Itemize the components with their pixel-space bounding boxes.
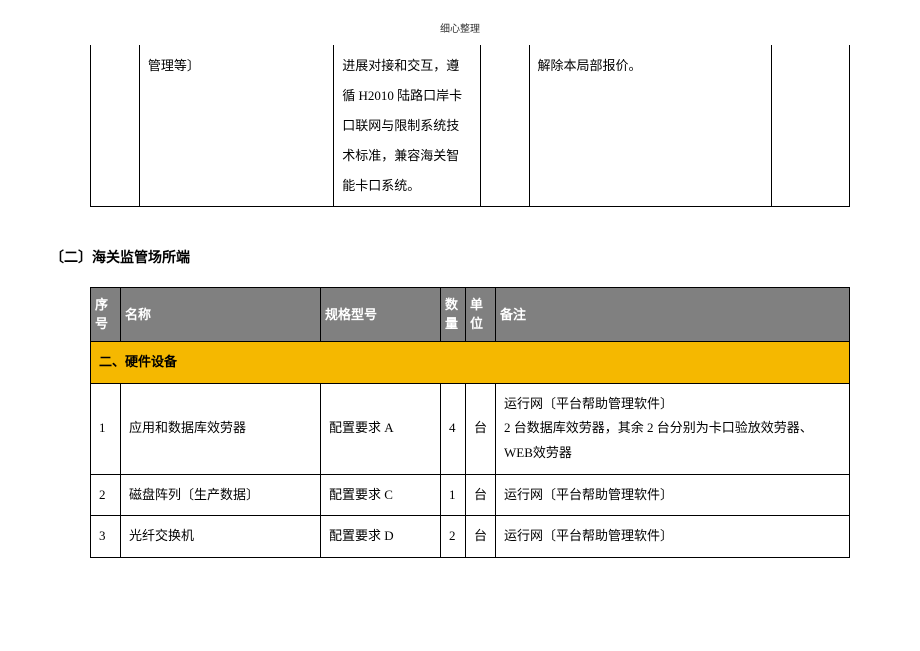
table-row: 3 光纤交换机 配置要求 D 2 台 运行网〔平台帮助管理软件〕 — [91, 516, 850, 558]
t1-col3: 进展对接和交互，遵循 H2010 陆路口岸卡口联网与限制系统技术标准，兼容海关智… — [334, 45, 481, 207]
th-seq: 序号 — [91, 288, 121, 341]
t1-col5: 解除本局部报价。 — [529, 45, 772, 207]
equipment-table: 序号 名称 规格型号 数量 单位 备注 二、硬件设备 1 应用和数据库效劳器 配… — [90, 287, 850, 558]
th-unit: 单位 — [466, 288, 496, 341]
cell-spec: 配置要求 D — [321, 516, 441, 558]
cell-seq: 3 — [91, 516, 121, 558]
t1-col4 — [480, 45, 529, 207]
t1-col2: 管理等〕 — [139, 45, 333, 207]
th-spec: 规格型号 — [321, 288, 441, 341]
table-row: 1 应用和数据库效劳器 配置要求 A 4 台 运行网〔平台帮助管理软件〕2 台数… — [91, 383, 850, 474]
cell-spec: 配置要求 A — [321, 383, 441, 474]
cell-spec: 配置要求 C — [321, 474, 441, 516]
cell-qty: 4 — [441, 383, 466, 474]
t1-col1 — [91, 45, 140, 207]
cell-name: 应用和数据库效劳器 — [121, 383, 321, 474]
cell-unit: 台 — [466, 383, 496, 474]
cell-qty: 1 — [441, 474, 466, 516]
th-name: 名称 — [121, 288, 321, 341]
cell-name: 光纤交换机 — [121, 516, 321, 558]
cell-seq: 1 — [91, 383, 121, 474]
cell-remark: 运行网〔平台帮助管理软件〕2 台数据库效劳器，其余 2 台分别为卡口验放效劳器、… — [496, 383, 850, 474]
page-header: 细心整理 — [50, 20, 870, 35]
upper-table: 管理等〕 进展对接和交互，遵循 H2010 陆路口岸卡口联网与限制系统技术标准，… — [90, 45, 850, 207]
th-qty: 数量 — [441, 288, 466, 341]
table-header-row: 序号 名称 规格型号 数量 单位 备注 — [91, 288, 850, 341]
category-row: 二、硬件设备 — [91, 341, 850, 383]
table-row: 2 磁盘阵列〔生产数据〕 配置要求 C 1 台 运行网〔平台帮助管理软件〕 — [91, 474, 850, 516]
t1-col6 — [772, 45, 850, 207]
cell-remark: 运行网〔平台帮助管理软件〕 — [496, 474, 850, 516]
th-remark: 备注 — [496, 288, 850, 341]
cell-remark: 运行网〔平台帮助管理软件〕 — [496, 516, 850, 558]
cell-unit: 台 — [466, 474, 496, 516]
cell-name: 磁盘阵列〔生产数据〕 — [121, 474, 321, 516]
category-cell: 二、硬件设备 — [91, 341, 850, 383]
cell-unit: 台 — [466, 516, 496, 558]
cell-qty: 2 — [441, 516, 466, 558]
section-title: 〔二〕海关监管场所端 — [50, 247, 870, 267]
cell-seq: 2 — [91, 474, 121, 516]
